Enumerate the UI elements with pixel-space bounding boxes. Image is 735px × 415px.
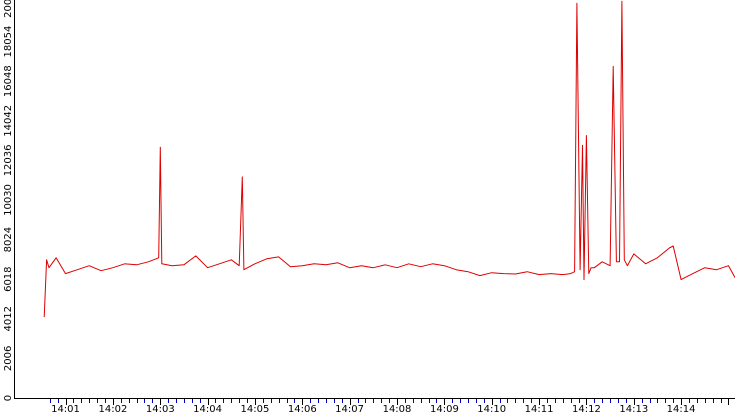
y-axis: 0 2006 4012 6018 8024 10030 12036 14042 16048 180… — [3, 0, 15, 401]
x-tick-label: 14:14 — [667, 404, 696, 415]
y-tick-label: 16048 — [3, 65, 14, 97]
x-tick-label: 14:04 — [193, 404, 222, 415]
x-tick-label: 14:02 — [98, 404, 127, 415]
y-tick-label: 12036 — [3, 144, 14, 176]
y-tick-labels: 0 2006 4012 6018 8024 10030 12036 14042 16048 180… — [3, 0, 14, 401]
x-tick-label: 14:12 — [572, 404, 601, 415]
y-tick-label: 6018 — [3, 266, 14, 291]
y-tick-label: 10030 — [3, 184, 14, 216]
x-tick-labels: 14:01 14:02 14:03 14:04 14:05 14:06 14:07 14:08… — [51, 404, 695, 415]
series-line-0 — [43, 0, 735, 318]
x-tick-label: 14:08 — [383, 404, 412, 415]
y-tick-label: 2006 — [3, 346, 14, 371]
x-tick-label: 14:06 — [288, 404, 317, 415]
y-tick-label: 0 — [3, 395, 14, 401]
x-tick-label: 14:13 — [619, 404, 648, 415]
x-minor-ticks — [50, 399, 729, 405]
x-tick-label: 14:05 — [240, 404, 269, 415]
x-axis: 14:01 14:02 14:03 14:04 14:05 14:06 14:07 14:08… — [14, 398, 735, 415]
x-tick-label: 14:01 — [51, 404, 80, 415]
x-tick-label: 14:10 — [477, 404, 506, 415]
x-tick-label: 14:11 — [525, 404, 554, 415]
y-tick-label: 20061 — [3, 0, 14, 18]
x-tick-label: 14:09 — [430, 404, 459, 415]
y-tick-label: 4012 — [3, 306, 14, 331]
y-tick-label: 8024 — [3, 227, 14, 252]
y-tick-label: 18054 — [3, 26, 14, 58]
x-tick-label: 14:07 — [335, 404, 364, 415]
series-group — [43, 0, 735, 318]
y-tick-label: 14042 — [3, 105, 14, 137]
x-tick-label: 14:03 — [146, 404, 175, 415]
